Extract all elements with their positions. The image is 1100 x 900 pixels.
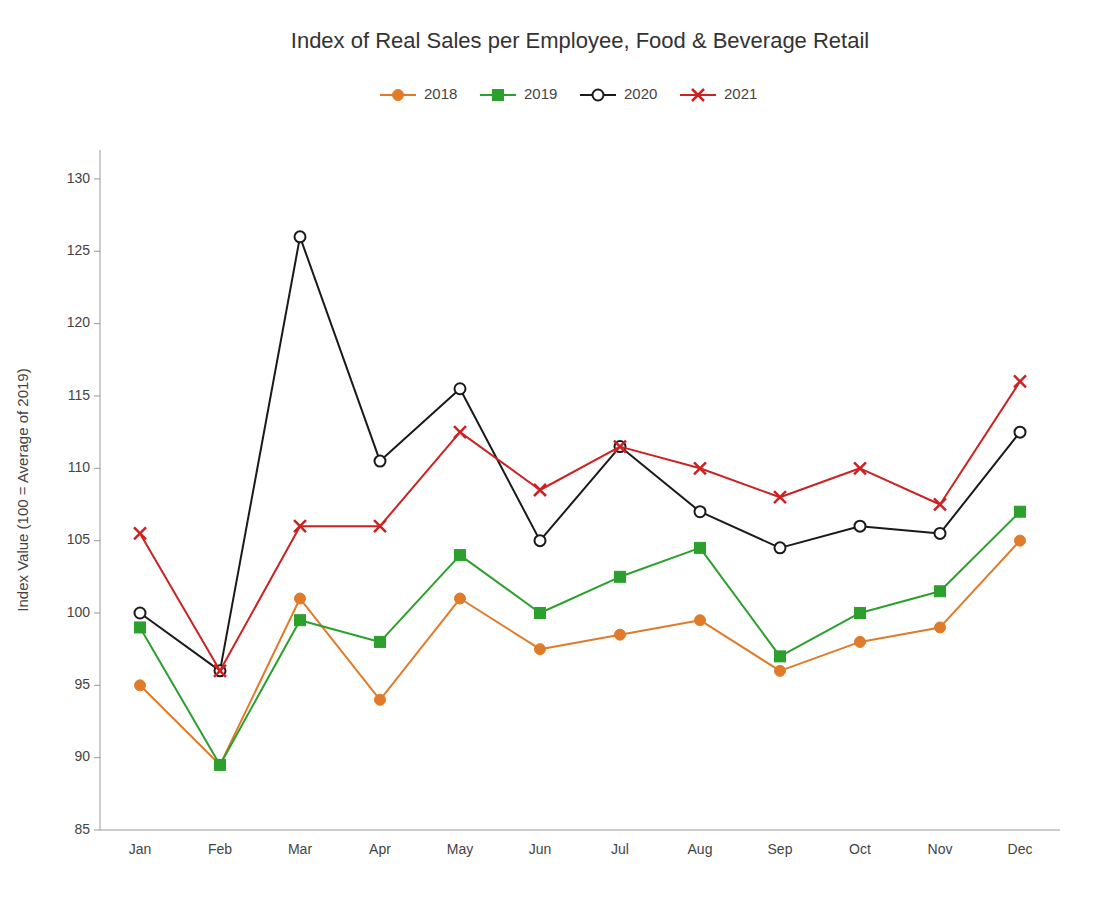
x-tick-label: Oct <box>849 841 871 857</box>
x-tick-label: Apr <box>369 841 391 857</box>
y-tick-label: 105 <box>67 531 91 547</box>
chart: Index of Real Sales per Employee, Food &… <box>0 0 1100 900</box>
x-tick-label: Jun <box>529 841 552 857</box>
point-marker <box>1015 535 1026 546</box>
legend-marker <box>393 90 404 101</box>
legend-label: 2019 <box>524 85 557 102</box>
point-marker <box>134 527 146 539</box>
point-marker <box>854 462 866 474</box>
series-line <box>140 541 1020 765</box>
point-marker <box>775 665 786 676</box>
y-tick-label: 120 <box>67 314 91 330</box>
point-marker <box>694 462 706 474</box>
point-marker <box>214 665 226 677</box>
point-marker <box>534 484 546 496</box>
point-marker <box>695 506 706 517</box>
point-marker <box>454 426 466 438</box>
y-tick <box>94 757 100 758</box>
x-tick-label: Feb <box>208 841 232 857</box>
y-axis-line <box>100 150 101 830</box>
point-marker <box>1014 375 1026 387</box>
point-marker <box>455 593 466 604</box>
y-tick <box>94 251 100 252</box>
point-marker <box>375 636 386 647</box>
point-marker <box>695 615 706 626</box>
point-marker <box>295 615 306 626</box>
y-tick-label: 110 <box>68 459 91 475</box>
y-tick-label: 85 <box>74 821 90 837</box>
point-marker <box>615 441 626 452</box>
y-tick-label: 130 <box>67 170 91 186</box>
series-line <box>140 512 1020 765</box>
y-axis-label: Index Value (100 = Average of 2019) <box>14 368 31 611</box>
plot-area <box>134 231 1026 770</box>
point-marker <box>535 607 546 618</box>
point-marker <box>855 521 866 532</box>
point-marker <box>215 759 226 770</box>
legend: 2018 2019 2020 2021 <box>380 85 757 102</box>
y-tick-label: 95 <box>74 676 90 692</box>
x-tick-label: Jul <box>611 841 629 857</box>
point-marker <box>614 441 626 453</box>
point-marker <box>375 694 386 705</box>
x-tick-label: Dec <box>1008 841 1033 857</box>
legend-marker <box>692 89 704 101</box>
x-tick-label: Sep <box>768 841 793 857</box>
x-tick-label: May <box>447 841 473 857</box>
point-marker <box>375 456 386 467</box>
x-tick-label: Aug <box>688 841 713 857</box>
point-marker <box>1015 427 1026 438</box>
point-marker <box>374 520 386 532</box>
legend-label: 2021 <box>724 85 757 102</box>
y-tick <box>94 323 100 324</box>
point-marker <box>935 586 946 597</box>
y-tick-label: 90 <box>74 748 90 764</box>
point-marker <box>294 520 306 532</box>
y-tick <box>94 685 100 686</box>
x-tick-label: Nov <box>928 841 953 857</box>
point-marker <box>535 535 546 546</box>
point-marker <box>855 636 866 647</box>
point-marker <box>775 651 786 662</box>
y-tick <box>94 395 100 396</box>
point-marker <box>215 759 226 770</box>
point-marker <box>935 622 946 633</box>
point-marker <box>215 665 226 676</box>
point-marker <box>615 629 626 640</box>
point-marker <box>135 622 146 633</box>
point-marker <box>135 680 146 691</box>
point-marker <box>934 498 946 510</box>
point-marker <box>135 607 146 618</box>
y-tick-label: 100 <box>67 604 91 620</box>
x-tick-label: Mar <box>288 841 312 857</box>
x-axis-line <box>100 830 1060 831</box>
point-marker <box>774 491 786 503</box>
y-tick <box>94 830 100 831</box>
point-marker <box>295 593 306 604</box>
y-tick <box>94 612 100 613</box>
y-tick <box>94 540 100 541</box>
legend-label: 2018 <box>424 85 457 102</box>
point-marker <box>775 542 786 553</box>
point-marker <box>455 383 466 394</box>
point-marker <box>615 571 626 582</box>
x-tick-label: Jan <box>129 841 152 857</box>
y-tick-label: 115 <box>68 387 91 403</box>
legend-label: 2020 <box>624 85 657 102</box>
legend-marker <box>593 90 604 101</box>
series-line <box>140 381 1020 670</box>
legend-marker <box>493 90 504 101</box>
title: Index of Real Sales per Employee, Food &… <box>291 28 869 53</box>
point-marker <box>295 231 306 242</box>
point-marker <box>455 550 466 561</box>
y-tick-label: 125 <box>67 242 91 258</box>
point-marker <box>695 542 706 553</box>
y-tick <box>94 178 100 179</box>
y-tick <box>94 468 100 469</box>
point-marker <box>535 644 546 655</box>
point-marker <box>855 607 866 618</box>
point-marker <box>935 528 946 539</box>
series-line <box>140 237 1020 671</box>
point-marker <box>1015 506 1026 517</box>
